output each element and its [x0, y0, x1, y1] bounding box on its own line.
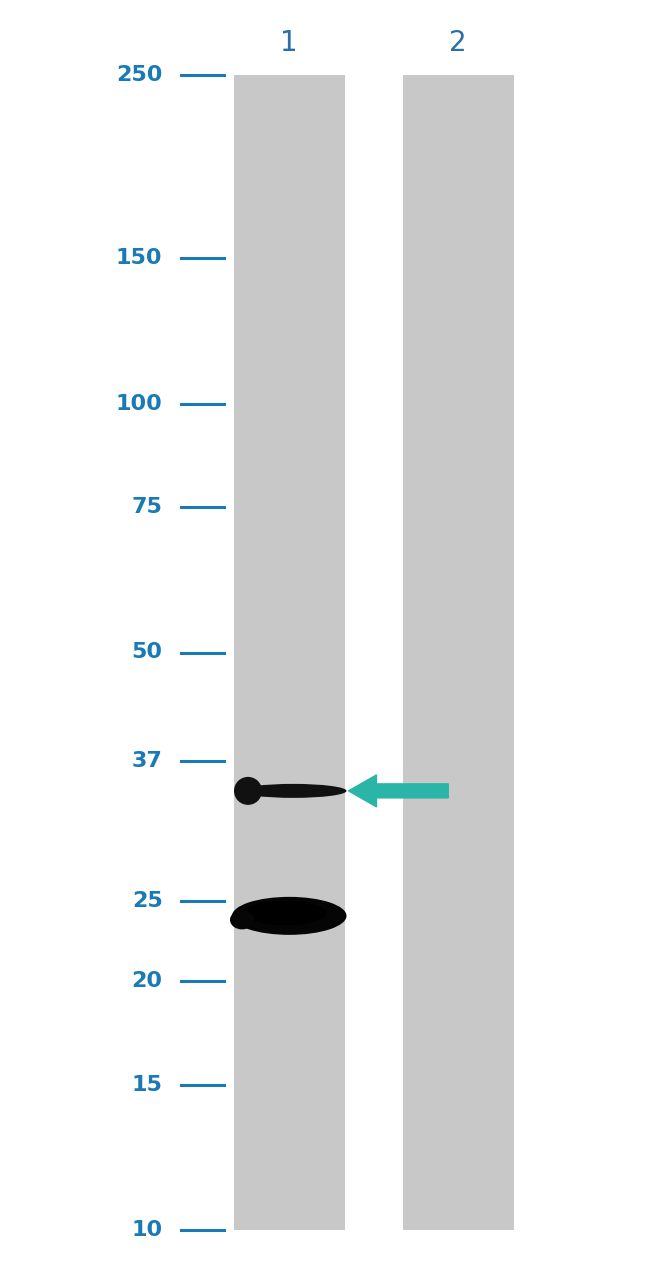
- Text: 15: 15: [131, 1074, 162, 1095]
- Text: 1: 1: [280, 29, 298, 57]
- Text: 100: 100: [116, 394, 162, 414]
- Text: 2: 2: [449, 29, 467, 57]
- Text: 75: 75: [131, 497, 162, 517]
- Text: 37: 37: [131, 751, 162, 771]
- Text: 50: 50: [131, 643, 162, 663]
- Ellipse shape: [240, 784, 346, 798]
- Ellipse shape: [244, 900, 326, 926]
- FancyArrow shape: [348, 775, 448, 806]
- Bar: [403, 75, 514, 1231]
- Bar: [234, 75, 344, 1231]
- Ellipse shape: [232, 897, 346, 935]
- Text: 20: 20: [131, 972, 162, 992]
- Text: 150: 150: [116, 249, 162, 268]
- Text: 10: 10: [131, 1220, 162, 1240]
- Text: 25: 25: [132, 892, 162, 911]
- Text: 250: 250: [116, 65, 162, 85]
- Ellipse shape: [230, 911, 254, 930]
- Ellipse shape: [234, 777, 262, 805]
